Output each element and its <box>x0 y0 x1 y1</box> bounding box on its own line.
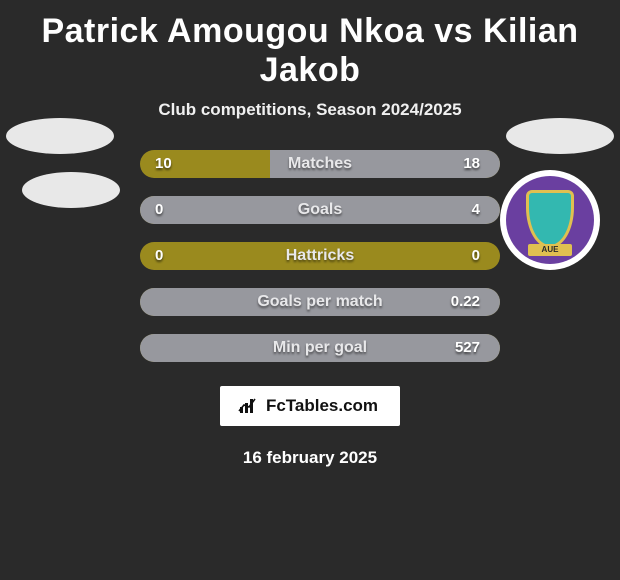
bar-track <box>140 334 500 362</box>
subtitle: Club competitions, Season 2024/2025 <box>0 100 620 120</box>
bar-fill <box>140 196 500 224</box>
chart-icon <box>238 397 260 415</box>
value-right: 0.22 <box>451 288 480 316</box>
stat-row: Goals per match0.22 <box>0 280 620 326</box>
comparison-infographic: Patrick Amougou Nkoa vs Kilian Jakob Clu… <box>0 0 620 468</box>
value-right: 4 <box>472 196 480 224</box>
source-text: FcTables.com <box>266 396 378 416</box>
value-right: 0 <box>472 242 480 270</box>
player1-badge-1 <box>6 118 114 154</box>
team-badge-ribbon: AUE <box>528 244 572 256</box>
bar-fill <box>140 288 500 316</box>
player1-badge-2 <box>22 172 120 208</box>
value-left: 10 <box>155 150 172 178</box>
date-text: 16 february 2025 <box>0 448 620 468</box>
bar-track <box>140 150 500 178</box>
source-box: FcTables.com <box>220 386 400 426</box>
value-left: 0 <box>155 196 163 224</box>
bar-track <box>140 288 500 316</box>
stat-row: Min per goal527 <box>0 326 620 372</box>
bar-track <box>140 242 500 270</box>
value-left: 0 <box>155 242 163 270</box>
value-right: 18 <box>463 150 480 178</box>
bar-fill <box>140 334 500 362</box>
bar-track <box>140 196 500 224</box>
player2-badge-1 <box>506 118 614 154</box>
value-right: 527 <box>455 334 480 362</box>
page-title: Patrick Amougou Nkoa vs Kilian Jakob <box>0 12 620 90</box>
player2-team-badge: AUE <box>500 170 600 270</box>
